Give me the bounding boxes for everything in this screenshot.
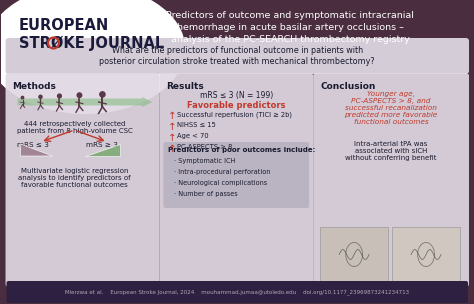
Text: STRØKE JOURNAL: STRØKE JOURNAL (18, 35, 164, 51)
Text: Methods: Methods (12, 82, 56, 91)
Text: 444 retrospectively collected
patients from 8 high-volume CSC: 444 retrospectively collected patients f… (17, 121, 132, 134)
Text: NIHSS ≤ 15: NIHSS ≤ 15 (177, 122, 216, 128)
Text: What are the predictors of functional outcome in patients with
posterior circula: What are the predictors of functional ou… (100, 46, 375, 66)
Text: · Number of passes: · Number of passes (174, 191, 238, 197)
Text: Predictors of poor outcomes include:: Predictors of poor outcomes include: (168, 147, 316, 153)
Ellipse shape (0, 0, 185, 114)
Text: PC-ASPECTS > 8: PC-ASPECTS > 8 (177, 144, 233, 150)
Circle shape (99, 91, 106, 98)
FancyBboxPatch shape (159, 73, 313, 287)
Circle shape (20, 96, 25, 99)
Text: Multivariate logistic regression
analysis to identify predictors of
favorable fu: Multivariate logistic regression analysi… (18, 168, 131, 188)
FancyBboxPatch shape (164, 142, 309, 208)
Text: ↑: ↑ (168, 144, 177, 154)
Text: Favorable predictors: Favorable predictors (187, 101, 285, 110)
Text: Intra-arterial tPA was
associated with sICH
without conferring benefit: Intra-arterial tPA was associated with s… (346, 141, 437, 161)
Text: · Symptomatic ICH: · Symptomatic ICH (174, 158, 236, 164)
Text: Results: Results (166, 82, 204, 91)
Text: · Neurological complications: · Neurological complications (174, 180, 267, 186)
Text: mRS ≤ 3: mRS ≤ 3 (17, 142, 48, 148)
Text: hemorrhage in acute basilar artery occlusions –: hemorrhage in acute basilar artery occlu… (177, 22, 404, 32)
Text: ↑: ↑ (168, 122, 177, 132)
Polygon shape (20, 144, 53, 156)
Text: Younger age,
PC-ASPECTS > 8, and
successful recanalization
predicted more favora: Younger age, PC-ASPECTS > 8, and success… (345, 91, 438, 125)
Text: Age < 70: Age < 70 (177, 133, 209, 139)
FancyBboxPatch shape (320, 227, 388, 282)
Polygon shape (85, 144, 120, 156)
Text: Successful reperfusion (TICI ≥ 2b): Successful reperfusion (TICI ≥ 2b) (177, 111, 292, 118)
Text: · Intra-procedural perforation: · Intra-procedural perforation (174, 169, 271, 175)
Circle shape (38, 95, 43, 99)
FancyBboxPatch shape (7, 281, 468, 303)
Text: EUROPEAN: EUROPEAN (18, 19, 109, 33)
Text: ↑: ↑ (168, 111, 177, 121)
Text: Predictors of outcome and symptomatic intracranial: Predictors of outcome and symptomatic in… (166, 11, 414, 19)
Circle shape (76, 92, 82, 98)
Text: mRS ≥ 3: mRS ≥ 3 (86, 142, 118, 148)
Circle shape (57, 93, 62, 98)
Text: ↑: ↑ (168, 133, 177, 143)
Text: mRS ≤ 3 (N = 199): mRS ≤ 3 (N = 199) (200, 91, 273, 100)
FancyBboxPatch shape (6, 73, 159, 287)
FancyBboxPatch shape (6, 38, 469, 74)
Text: analysis of the PC-SEARCH thrombectomy registry: analysis of the PC-SEARCH thrombectomy r… (171, 34, 410, 43)
FancyArrow shape (18, 97, 152, 107)
FancyBboxPatch shape (313, 73, 469, 287)
Text: Conclusion: Conclusion (320, 82, 375, 91)
FancyBboxPatch shape (392, 227, 460, 282)
Text: Mierzwa et al.    European Stroke Journal, 2024    mouhammad.jumaa@utoledo.edu  : Mierzwa et al. European Stroke Journal, … (65, 289, 410, 295)
